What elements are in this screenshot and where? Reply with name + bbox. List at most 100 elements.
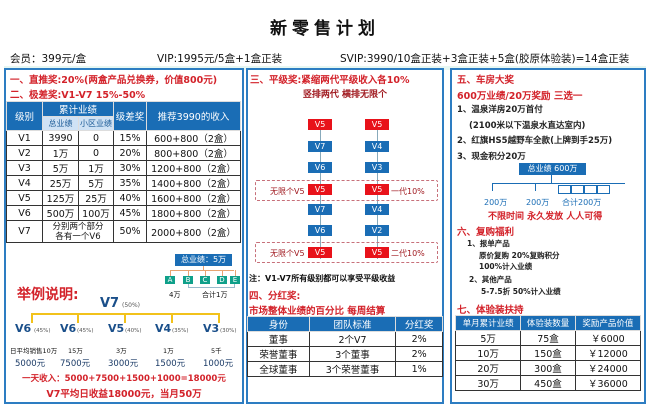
node-income: 7500元	[60, 359, 91, 369]
th-small: 小区业绩	[78, 116, 114, 131]
dividend-cell: 2%	[395, 346, 443, 362]
dividend-header: 团队标准	[308, 316, 397, 332]
dividend-cell: 全球董事	[247, 361, 310, 377]
diff-bonus: 二、极差奖:V1-V7 15%-50%	[10, 90, 146, 101]
trial-cell: 20万	[454, 360, 522, 376]
trial-header: 体验装数量	[520, 315, 576, 331]
small-cell: 100万	[78, 205, 114, 221]
level-box: V5	[365, 119, 389, 130]
node-sales: 15万	[68, 347, 83, 355]
table-row: 10万 150盒 ￥12000	[454, 345, 642, 361]
split-1: 200万	[484, 198, 508, 207]
reward-option: (2100米以下温泉水直达室内)	[469, 121, 586, 131]
split-box	[584, 185, 597, 194]
dividend-cell: 2个V7	[308, 331, 397, 347]
letter-box: C	[200, 276, 210, 284]
trial-cell: ￥6000	[574, 330, 642, 346]
table-row: V1 3990 0 15% 600+800（2盒）	[6, 130, 241, 146]
trial-table: 单月累计业绩 体验装数量 奖励产品价值 5万 75盒 ￥6000 10万 150盒 ￥12000…	[454, 315, 642, 391]
node-income: 1500元	[155, 359, 186, 369]
node-pct: (35%)	[172, 328, 189, 334]
node-level: V6	[15, 322, 32, 335]
total-cell: 125万	[42, 190, 79, 206]
repurchase-heading: 六、复购福利	[457, 227, 515, 238]
sum-value: 合计1万	[202, 291, 228, 299]
th-level: 级别	[6, 101, 43, 131]
dividend-cell: 2%	[395, 331, 443, 347]
split-box	[558, 185, 571, 194]
level-box: V5	[308, 119, 332, 130]
reward-option: 1、温泉洋房20万首付	[457, 105, 543, 115]
trial-cell: 75盒	[520, 330, 576, 346]
small-cell: 25万	[78, 190, 114, 206]
dividend-sub: 市场整体业绩的百分比 每周结算	[249, 306, 386, 317]
level-box: V5	[365, 184, 389, 195]
svip-price: SVIP:3990/10盒正装+3盒正装+5盒(胶原体验装)=14盒正装	[340, 53, 630, 65]
level-cell: V2	[6, 145, 43, 161]
node-sales: 1万	[163, 347, 174, 355]
letter-box: E	[230, 276, 240, 284]
split-box	[571, 185, 584, 194]
trial-header: 单月累计业绩	[454, 315, 522, 331]
page-title: 新零售计划	[270, 19, 380, 39]
node-sales: 5千	[211, 347, 222, 355]
table-row: V2 1万 0 20% 800+800（2盒）	[6, 145, 241, 161]
table-row: 20万 300盒 ￥24000	[454, 360, 642, 376]
table-row: V4 25万 5万 35% 1400+800（2盒）	[6, 175, 241, 191]
table-row: 全球董事 3个荣誉董事 1%	[247, 361, 443, 377]
node-pct: (40%)	[125, 328, 142, 334]
node-pct: (45%)	[77, 328, 94, 334]
level-box: V4	[365, 204, 389, 215]
dividend-cell: 1%	[395, 361, 443, 377]
member-price: 会员：399元/盒	[10, 53, 87, 65]
level-box: V5	[308, 247, 332, 258]
income-cell: 800+800（2盒）	[146, 145, 241, 161]
diff-cell: 35%	[113, 175, 147, 191]
trial-cell: ￥24000	[574, 360, 642, 376]
slogan: 不限时间 永久发放 人人可得	[488, 212, 603, 222]
trial-cell: 150盒	[520, 345, 576, 361]
level-table: 级别 累计业绩 级差奖 推荐3990的收入 总业绩 小区业绩 V1 3990 0 15% 600…	[6, 101, 241, 243]
dividend-heading: 四、分红奖:	[249, 291, 301, 302]
table-row: 30万 450盒 ￥36000	[454, 375, 642, 391]
table-row: 荣誉董事 3个董事 2%	[247, 346, 443, 362]
letter-box: B	[183, 276, 193, 284]
peer-subheading: 竖排两代 横排无限个	[302, 90, 388, 100]
dividend-cell: 董事	[247, 331, 310, 347]
repurchase-line: 原价复购 20%复购积分	[479, 251, 560, 260]
car-house-sub: 600万业绩/20万奖励 三选一	[457, 91, 583, 102]
a-value: 4万	[169, 291, 181, 299]
gen2-label: 二代10%	[391, 249, 425, 258]
node-level: V5	[108, 322, 125, 335]
repurchase-line: 1、报单产品	[467, 239, 510, 248]
diff-cell: 30%	[113, 160, 147, 176]
dividend-table: 身份 团队标准 分红奖 董事 2个V7 2% 荣誉董事 3个董事 2% 全球董事 3个荣誉董事 1%	[247, 316, 443, 377]
node-income: 1000元	[203, 359, 234, 369]
level-cell: V3	[6, 160, 43, 176]
small-cell: 0	[78, 130, 114, 146]
split-box	[597, 185, 610, 194]
level-box: V2	[365, 225, 389, 236]
level-box: V5	[365, 247, 389, 258]
diff-cell: 40%	[113, 190, 147, 206]
trial-cell: 5万	[454, 330, 522, 346]
level-box: V4	[365, 141, 389, 152]
repurchase-line: 100%计入业绩	[479, 262, 533, 271]
letter-box: D	[217, 276, 227, 284]
diff-cell: 45%	[113, 205, 147, 221]
th-cumulative: 累计业绩	[42, 101, 114, 117]
trial-cell: 450盒	[520, 375, 576, 391]
dividend-cell: 3个荣誉董事	[308, 361, 397, 377]
level-cell: V7	[6, 220, 43, 243]
trial-cell: 10万	[454, 345, 522, 361]
diff-cell: 50%	[113, 220, 147, 243]
gen1-label: 一代10%	[391, 187, 425, 196]
th-total: 总业绩	[42, 116, 79, 131]
level-box: V3	[365, 162, 389, 173]
gen1-group	[255, 180, 438, 201]
unlimited-label-1: 无限个V5	[270, 187, 305, 196]
table-row: V7 分别两个部分各有一个V6 50% 2000+800（2盒）	[6, 220, 241, 243]
node-level: V3	[203, 322, 220, 335]
table-row: V3 5万 1万 30% 1200+800（2盒）	[6, 160, 241, 176]
v7-top: V7	[100, 296, 120, 311]
